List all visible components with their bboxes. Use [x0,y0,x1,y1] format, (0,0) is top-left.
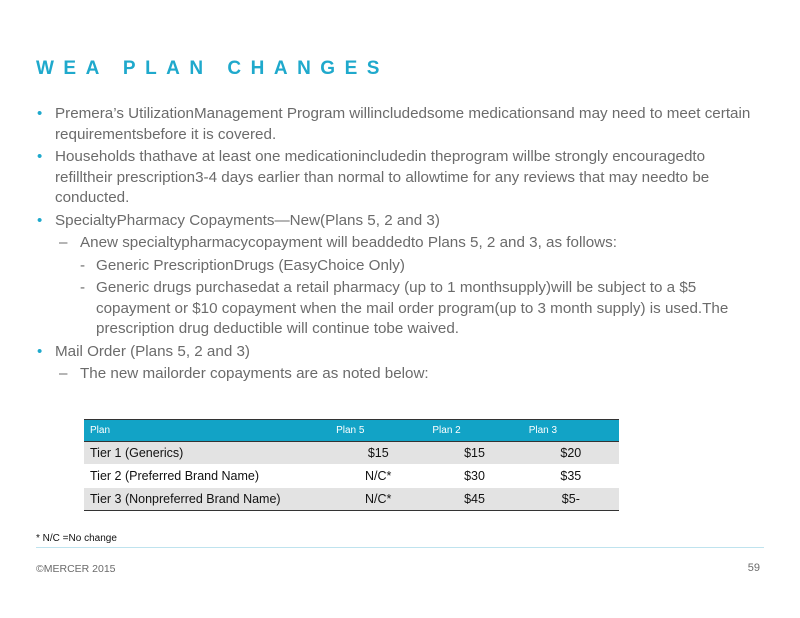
subsub-bullet-text: Generic PrescriptionDrugs (EasyChoice On… [96,256,405,274]
dash-icon: – [59,365,68,382]
table-cell: N/C* [330,487,427,511]
bullet-dot-icon: • [37,342,43,360]
table-row: Tier 1 (Generics) $15 $15 $20 [84,441,619,465]
bullet-dot-icon: • [37,211,43,229]
bullet-list: • Premera’s UtilizationManagement Progra… [36,104,756,387]
sub-bullet-text: Anew specialtypharmacycopayment will bea… [80,234,617,251]
table-row: Tier 3 (Nonpreferred Brand Name) N/C* $4… [84,487,619,511]
bullet-item: • SpecialtyPharmacy Copayments—New(Plans… [36,211,756,232]
table-cell: $5- [522,487,619,511]
dash-icon: - [80,256,86,274]
column-header-plan-3: Plan 3 [522,419,619,442]
slide-title: WEA PLAN CHANGES [36,58,389,79]
bullet-text: Premera’s UtilizationManagement Program … [55,105,751,143]
column-header-plan-5: Plan 5 [330,419,427,442]
sub-bullet-item: – Anew specialtypharmacycopayment will b… [36,233,756,254]
copyright: ©MERCER 2015 [36,563,116,575]
tier-name: Tier 3 (Nonpreferred Brand Name) [84,487,331,511]
column-header-plan-2: Plan 2 [426,419,523,442]
dash-icon: - [80,279,86,296]
dash-icon: – [59,234,68,251]
tier-name: Tier 1 (Generics) [84,441,331,465]
table-cell: $30 [426,464,523,488]
bullet-text: Mail Order (Plans 5, 2 and 3) [55,342,250,360]
bullet-dot-icon: • [37,105,43,122]
bullet-dot-icon: • [37,148,43,165]
bullet-text: Households thathave at least one medicat… [55,148,710,206]
table-cell: $45 [426,487,523,511]
footer-divider [36,547,764,548]
table-cell: N/C* [330,464,427,488]
bullet-item: • Premera’s UtilizationManagement Progra… [36,104,756,145]
table-cell: $20 [522,441,619,465]
table-cell: $15 [330,441,427,465]
page-number: 59 [747,562,760,574]
table-row: Tier 2 (Preferred Brand Name) N/C* $30 $… [84,464,619,488]
footnote: * N/C =No change [36,533,117,544]
subsub-bullet-item: - Generic PrescriptionDrugs (EasyChoice … [36,256,756,277]
table-cell: $35 [522,464,619,488]
table-cell: $15 [426,441,523,465]
bullet-text: SpecialtyPharmacy Copayments—New(Plans 5… [55,211,440,229]
copayment-table: Plan Plan 5 Plan 2 Plan 3 Tier 1 (Generi… [84,419,619,511]
sub-bullet-text: The new mailorder copayments are as note… [80,365,429,382]
sub-bullet-item: – The new mailorder copayments are as no… [36,364,756,385]
column-header-plan: Plan [84,419,331,442]
subsub-bullet-item: - Generic drugs purchasedat a retail pha… [36,278,756,340]
table-header-row: Plan Plan 5 Plan 2 Plan 3 [84,419,619,442]
bullet-item: • Mail Order (Plans 5, 2 and 3) [36,342,756,363]
tier-name: Tier 2 (Preferred Brand Name) [84,464,331,488]
bullet-item: • Households thathave at least one medic… [36,147,756,209]
subsub-bullet-text: Generic drugs purchasedat a retail pharm… [96,279,729,337]
